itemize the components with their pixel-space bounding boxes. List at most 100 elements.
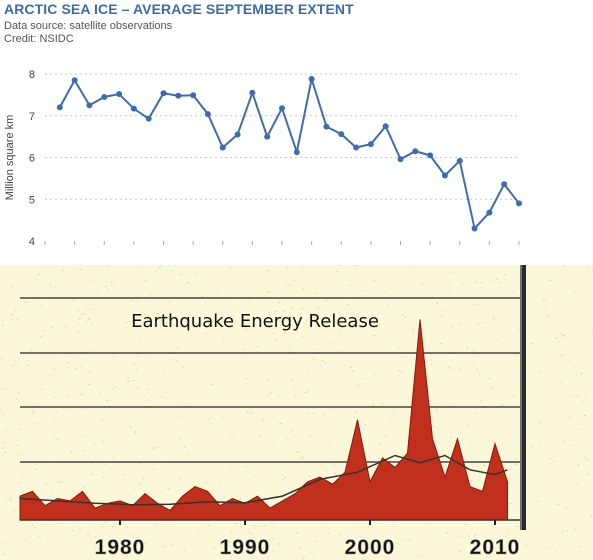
- right-border: [520, 265, 526, 530]
- noise-speck: [464, 524, 467, 526]
- noise-speck: [514, 353, 517, 355]
- noise-speck: [409, 304, 412, 306]
- noise-speck: [401, 539, 404, 541]
- noise-speck: [525, 544, 528, 546]
- noise-speck: [1, 542, 4, 544]
- noise-speck: [173, 502, 176, 504]
- noise-speck: [561, 501, 563, 503]
- noise-speck: [302, 387, 305, 388]
- noise-speck: [56, 452, 59, 454]
- noise-speck: [104, 521, 107, 523]
- noise-speck: [335, 319, 338, 320]
- noise-speck: [113, 474, 116, 476]
- noise-speck: [325, 469, 328, 471]
- noise-speck: [155, 524, 158, 526]
- noise-speck: [168, 265, 171, 266]
- noise-speck: [250, 412, 253, 414]
- noise-speck: [75, 479, 78, 481]
- noise-speck: [267, 291, 270, 293]
- noise-speck: [270, 522, 273, 524]
- noise-speck: [9, 498, 11, 500]
- noise-speck: [373, 374, 376, 376]
- noise-speck: [253, 545, 256, 547]
- noise-speck: [183, 528, 185, 530]
- noise-speck: [247, 301, 250, 303]
- x-tick-label: 1980: [64, 261, 87, 262]
- noise-speck: [352, 370, 355, 372]
- noise-speck: [92, 350, 95, 352]
- noise-speck: [162, 376, 165, 378]
- noise-speck: [186, 310, 189, 312]
- noise-speck: [537, 501, 540, 503]
- data-point: [234, 131, 241, 138]
- noise-speck: [133, 362, 136, 364]
- noise-speck: [239, 498, 242, 500]
- noise-speck: [284, 374, 287, 375]
- noise-speck: [322, 413, 325, 415]
- noise-speck: [30, 524, 33, 526]
- noise-speck: [283, 310, 286, 312]
- noise-speck: [307, 373, 310, 375]
- noise-speck: [261, 287, 264, 289]
- noise-speck: [556, 504, 559, 506]
- noise-speck: [66, 367, 69, 369]
- noise-speck: [77, 361, 80, 362]
- noise-speck: [404, 316, 407, 318]
- noise-speck: [187, 454, 190, 456]
- noise-speck: [94, 536, 97, 538]
- noise-speck: [230, 319, 233, 321]
- noise-speck: [581, 401, 584, 403]
- noise-speck: [62, 408, 65, 409]
- noise-speck: [11, 314, 14, 316]
- noise-speck: [138, 483, 141, 485]
- noise-speck: [145, 301, 148, 302]
- noise-speck: [112, 357, 115, 359]
- noise-speck: [82, 313, 85, 315]
- noise-speck: [541, 537, 544, 539]
- noise-speck: [551, 453, 554, 454]
- noise-speck: [318, 445, 321, 447]
- noise-speck: [364, 424, 367, 426]
- noise-speck: [206, 544, 209, 546]
- noise-speck: [459, 323, 462, 325]
- data-point: [160, 90, 167, 97]
- noise-speck: [201, 295, 204, 297]
- noise-speck: [312, 555, 315, 557]
- noise-speck: [40, 336, 43, 338]
- noise-speck: [577, 464, 580, 466]
- noise-speck: [269, 324, 272, 326]
- noise-speck: [545, 293, 547, 295]
- data-point: [338, 131, 345, 138]
- noise-speck: [455, 440, 458, 441]
- x-tick-label: 1990: [220, 536, 271, 559]
- noise-speck: [175, 360, 178, 362]
- noise-speck: [158, 267, 161, 269]
- noise-speck: [481, 281, 484, 283]
- noise-speck: [130, 427, 132, 429]
- noise-speck: [51, 327, 54, 329]
- noise-speck: [9, 492, 12, 494]
- noise-speck: [437, 343, 440, 345]
- noise-speck: [361, 378, 364, 380]
- noise-speck: [372, 404, 375, 406]
- noise-speck: [482, 463, 485, 465]
- noise-speck: [79, 268, 82, 270]
- noise-speck: [357, 386, 360, 388]
- data-point: [264, 133, 271, 140]
- noise-speck: [246, 479, 249, 481]
- noise-speck: [113, 433, 116, 435]
- noise-speck: [6, 436, 9, 438]
- noise-speck: [454, 410, 457, 412]
- noise-speck: [135, 301, 138, 303]
- noise-speck: [272, 417, 275, 419]
- noise-speck: [324, 423, 327, 425]
- energy-area: [19, 319, 508, 521]
- noise-speck: [387, 337, 390, 339]
- noise-speck: [49, 285, 52, 287]
- noise-speck: [153, 434, 156, 436]
- noise-speck: [350, 366, 352, 368]
- noise-speck: [574, 311, 577, 313]
- noise-speck: [25, 360, 28, 362]
- noise-speck: [71, 530, 74, 532]
- noise-speck: [569, 522, 571, 524]
